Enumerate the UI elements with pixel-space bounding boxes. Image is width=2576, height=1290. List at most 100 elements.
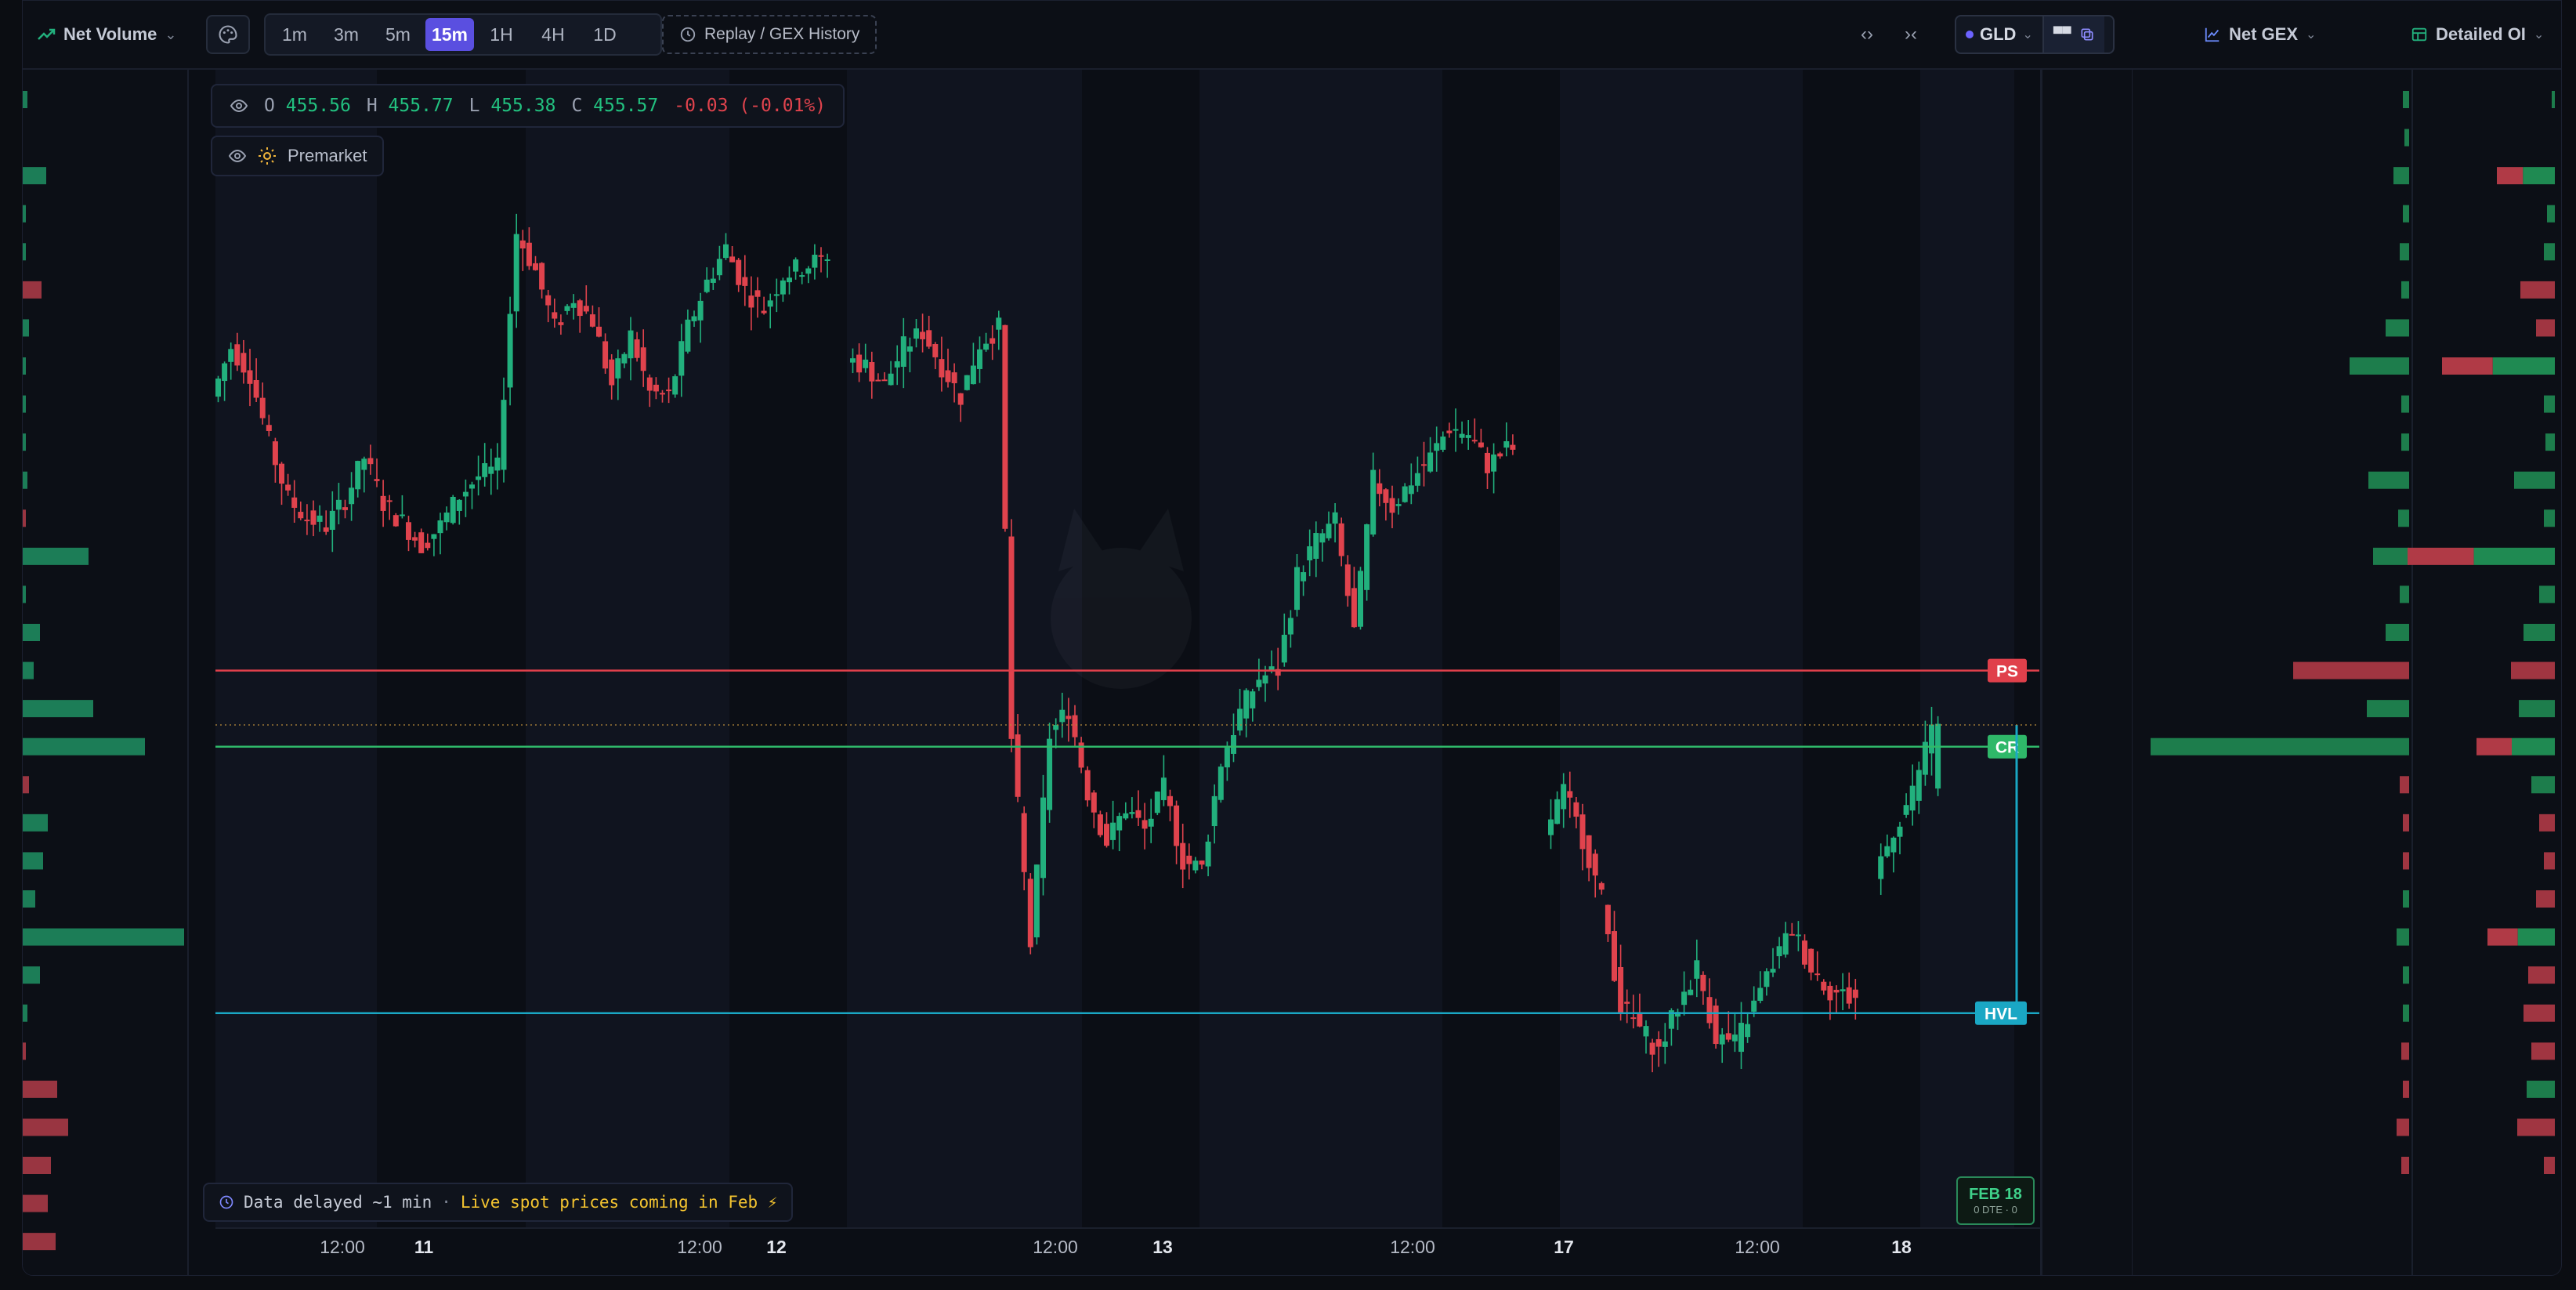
candle[interactable] — [335, 483, 342, 524]
candle[interactable] — [1586, 835, 1592, 882]
candle[interactable] — [1364, 524, 1370, 601]
candle[interactable] — [577, 299, 583, 333]
candle[interactable] — [697, 292, 704, 343]
candle[interactable] — [1510, 434, 1516, 455]
candle[interactable] — [456, 498, 462, 525]
candle[interactable] — [259, 382, 266, 425]
candle[interactable] — [653, 377, 659, 400]
timeframe-3m[interactable]: 3m — [334, 24, 359, 45]
candle[interactable] — [1706, 978, 1713, 1029]
candle[interactable] — [1008, 519, 1015, 752]
candle[interactable] — [1383, 487, 1389, 521]
candle[interactable] — [1605, 904, 1611, 942]
candle[interactable] — [304, 504, 310, 535]
timeframe-15m[interactable]: 15m — [425, 18, 474, 51]
candle[interactable] — [1618, 944, 1624, 1021]
candle[interactable] — [1802, 934, 1807, 969]
candle[interactable] — [780, 277, 786, 303]
candle[interactable] — [894, 345, 900, 386]
candle[interactable] — [1243, 688, 1250, 737]
candle[interactable] — [545, 289, 552, 323]
candle[interactable] — [1205, 834, 1211, 877]
candle[interactable] — [1281, 613, 1287, 667]
copy-icon[interactable] — [2079, 27, 2095, 42]
candle[interactable] — [906, 337, 913, 373]
candle[interactable] — [342, 499, 348, 519]
candle[interactable] — [1040, 774, 1046, 896]
candle[interactable] — [748, 276, 754, 331]
candle[interactable] — [1624, 989, 1630, 1024]
candle[interactable] — [1751, 986, 1757, 1017]
candle[interactable] — [361, 456, 367, 493]
candle[interactable] — [1186, 843, 1192, 880]
candle[interactable] — [1485, 447, 1490, 489]
candle[interactable] — [1351, 567, 1357, 629]
candle[interactable] — [1440, 431, 1446, 452]
candle[interactable] — [723, 233, 729, 260]
candle[interactable] — [1078, 737, 1084, 774]
candle[interactable] — [875, 373, 881, 382]
candle[interactable] — [1154, 791, 1160, 816]
candle[interactable] — [1491, 443, 1497, 494]
candle[interactable] — [1808, 948, 1814, 980]
candle[interactable] — [824, 253, 830, 278]
candle[interactable] — [1033, 864, 1040, 945]
candle[interactable] — [298, 501, 304, 520]
candle[interactable] — [476, 455, 482, 496]
candle[interactable] — [222, 361, 228, 401]
candle[interactable] — [951, 363, 957, 403]
candle[interactable] — [660, 390, 665, 403]
candle[interactable] — [285, 473, 291, 496]
candle[interactable] — [1840, 973, 1846, 1011]
candle[interactable] — [1294, 553, 1300, 617]
candle[interactable] — [1027, 873, 1033, 955]
candle[interactable] — [1471, 418, 1478, 444]
candle[interactable] — [1884, 834, 1890, 858]
candle[interactable] — [1059, 692, 1065, 738]
candle[interactable] — [425, 533, 431, 551]
candle[interactable] — [1268, 650, 1275, 674]
candle[interactable] — [628, 317, 634, 381]
candle[interactable] — [443, 506, 450, 531]
candle[interactable] — [621, 352, 628, 368]
candle[interactable] — [1554, 791, 1561, 824]
candle[interactable] — [1262, 665, 1268, 702]
candle[interactable] — [754, 277, 761, 318]
candle[interactable] — [1598, 881, 1605, 895]
candle[interactable] — [1338, 517, 1344, 567]
candle[interactable] — [1662, 1023, 1668, 1064]
palette-button[interactable] — [206, 15, 250, 54]
candle[interactable] — [920, 313, 926, 353]
candle[interactable] — [564, 304, 570, 315]
candle[interactable] — [983, 332, 990, 352]
detailed-oi-dropdown[interactable]: Detailed OI ⌄ — [2411, 15, 2544, 54]
candle[interactable] — [431, 534, 437, 556]
expiry-badge[interactable]: FEB 18 0 DTE · 0 — [1956, 1176, 2035, 1225]
candle[interactable] — [1903, 793, 1909, 818]
candle[interactable] — [1377, 469, 1383, 507]
candle[interactable] — [1789, 922, 1795, 936]
candle[interactable] — [1668, 1008, 1674, 1046]
candle[interactable] — [519, 230, 526, 271]
candle[interactable] — [380, 480, 386, 527]
candle[interactable] — [1935, 716, 1941, 796]
timeframe-1m[interactable]: 1m — [282, 24, 307, 45]
candle[interactable] — [247, 349, 253, 407]
candle[interactable] — [1231, 713, 1236, 763]
candle[interactable] — [1110, 800, 1116, 850]
candle[interactable] — [1459, 421, 1465, 444]
candle[interactable] — [805, 266, 812, 284]
candle[interactable] — [1579, 803, 1586, 871]
candle[interactable] — [1681, 971, 1688, 1016]
net-gex-dropdown[interactable]: Net GEX ⌄ — [2204, 15, 2316, 54]
candle[interactable] — [1478, 429, 1484, 448]
candle[interactable] — [666, 377, 672, 404]
candle[interactable] — [1612, 911, 1617, 982]
candle[interactable] — [1465, 419, 1471, 450]
collapse-code-icon[interactable]: ›‹ — [1905, 24, 1917, 45]
candle[interactable] — [1713, 998, 1719, 1049]
candle[interactable] — [317, 505, 323, 532]
candle[interactable] — [355, 460, 361, 498]
candle[interactable] — [1180, 824, 1186, 889]
candle[interactable] — [1897, 821, 1903, 855]
